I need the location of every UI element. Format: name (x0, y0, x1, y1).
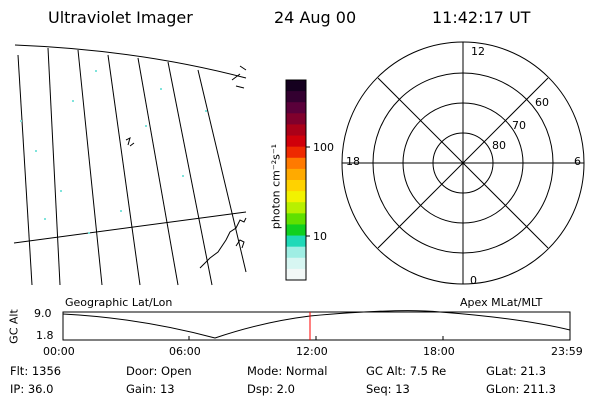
info-glat: GLat: 21.3 (486, 364, 547, 378)
timeline-x-label-0000: 00:00 (43, 345, 75, 358)
timeline-left-caption: Geographic Lat/Lon (65, 296, 173, 309)
timeline-right-caption: Apex MLat/MLT (460, 296, 543, 309)
info-flt: Flt: 1356 (10, 364, 62, 378)
polar-lat-60: 60 (535, 96, 549, 109)
colorbar-stripe (286, 224, 306, 237)
geographic-map (13, 44, 247, 286)
timeline-frame (62, 311, 571, 341)
timeline-x-label-1200: 12:00 (296, 345, 328, 358)
info-ip: IP: 36.0 (10, 382, 54, 396)
colorbar-stripe (286, 246, 306, 259)
polar-label-right: 6 (574, 155, 581, 168)
colorbar-stripe (286, 135, 306, 148)
colorbar-stripe (286, 80, 306, 92)
colorbar-stripe (286, 168, 306, 181)
info-door: Door: Open (126, 364, 192, 378)
info-dsp: Dsp: 2.0 (247, 382, 295, 396)
instrument-title: Ultraviolet Imager (48, 8, 193, 27)
info-gain: Gain: 13 (126, 382, 175, 396)
info-gc-alt: GC Alt: 7.5 Re (366, 364, 447, 378)
polar-lat-70: 70 (512, 119, 526, 132)
timeline-plot (62, 310, 571, 341)
timeline-x-label-0600: 06:00 (169, 345, 201, 358)
polar-label-bottom: 0 (470, 274, 477, 287)
timeline-y-tick-9: 9.0 (34, 307, 52, 320)
altitude-curve (62, 310, 571, 339)
colorbar-stripe (286, 202, 306, 214)
colorbar-label-100: 100 (313, 141, 334, 154)
info-glon: GLon: 211.3 (486, 382, 556, 396)
colorbar-stripe (286, 235, 306, 248)
polar-label-left: 18 (346, 155, 360, 168)
colorbar-frame (285, 79, 307, 281)
colorbar-stripe (286, 180, 306, 192)
colorbar-stripe (286, 113, 306, 125)
timeline-axis-label: GC Alt (7, 309, 21, 344)
colorbar-stripe (286, 102, 306, 114)
colorbar-stripe (286, 257, 306, 270)
colorbar-stripe (286, 124, 306, 137)
polar-lat-80: 80 (492, 139, 506, 152)
colorbar-label-10: 10 (313, 230, 327, 243)
map-speckles (20, 70, 207, 234)
timeline-x-ticks (62, 336, 571, 340)
info-seq: Seq: 13 (366, 382, 410, 396)
colorbar (286, 80, 306, 281)
date-label: 24 Aug 00 (274, 8, 357, 27)
info-mode: Mode: Normal (247, 364, 328, 378)
colorbar-stripe (286, 191, 306, 203)
colorbar-stripe (286, 91, 306, 103)
timeline-x-label-2359: 23:59 (551, 345, 583, 358)
colorbar-stripe (286, 146, 306, 159)
time-label: 11:42:17 UT (432, 8, 531, 27)
colorbar-unit-label: photon cm⁻²s⁻¹ (269, 143, 283, 230)
timeline-x-label-1800: 18:00 (423, 345, 455, 358)
polar-diagonal-2 (377, 77, 549, 249)
colorbar-stripe (286, 213, 306, 225)
polar-plot (341, 41, 585, 285)
polar-label-top: 12 (471, 45, 485, 58)
colorbar-stripe (286, 268, 306, 281)
colorbar-stripe (286, 157, 306, 170)
timeline-y-tick-1-8: 1.8 (36, 329, 54, 342)
